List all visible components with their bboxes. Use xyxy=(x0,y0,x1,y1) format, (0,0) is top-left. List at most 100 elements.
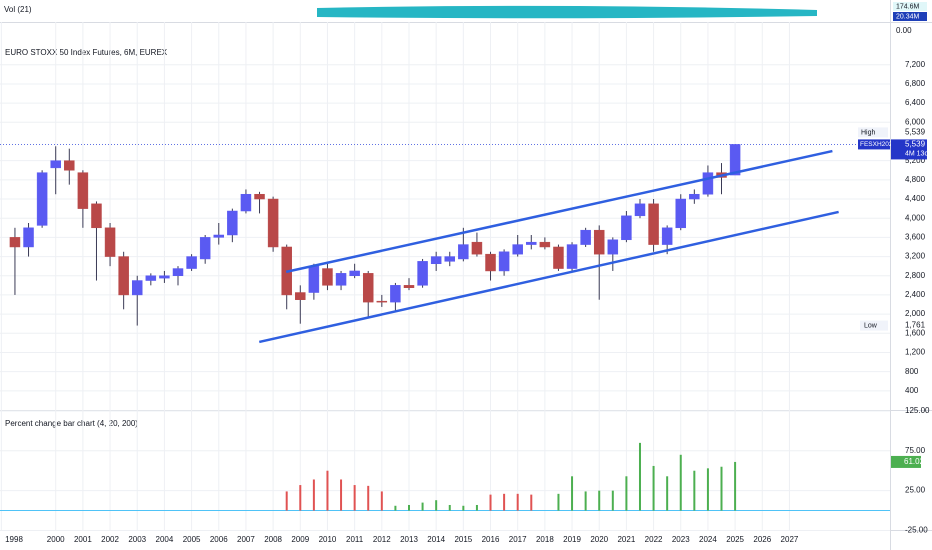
candle-body xyxy=(444,256,456,262)
symbol-label: FESXH2025 xyxy=(860,141,897,148)
candle-body xyxy=(675,198,686,229)
chart-title: EURO STOXX 50 Index Futures, 6M, EUREX xyxy=(5,48,168,57)
candle-body xyxy=(539,241,551,248)
candle-body xyxy=(430,256,442,265)
volume-ma-area xyxy=(317,5,817,19)
candle-body xyxy=(118,256,129,296)
y-tick-label: 2,000 xyxy=(905,309,926,318)
candle-body xyxy=(104,227,116,257)
y-tick-label: 6,000 xyxy=(905,117,926,126)
y-tick-label: 400 xyxy=(905,386,919,395)
y-tick-label: 2,400 xyxy=(905,290,926,299)
candle-body xyxy=(403,285,415,288)
price-box xyxy=(891,139,927,160)
x-tick-label: 2001 xyxy=(74,535,92,544)
candle-body xyxy=(308,265,320,293)
candle-body xyxy=(553,246,564,269)
x-tick-label: 1998 xyxy=(5,535,23,544)
y-tick-label: 7,200 xyxy=(905,60,926,69)
y-tick-label: 125.00 xyxy=(905,406,930,415)
x-tick-label: 2014 xyxy=(427,535,445,544)
candle-body xyxy=(349,270,360,276)
candle-body xyxy=(648,203,659,245)
candle-body xyxy=(77,172,89,209)
x-tick-label: 2002 xyxy=(101,535,119,544)
candle-body xyxy=(267,198,279,248)
x-tick-label: 2026 xyxy=(753,535,771,544)
x-tick-label: 2025 xyxy=(726,535,744,544)
candle-body xyxy=(390,285,401,303)
x-tick-label: 2005 xyxy=(183,535,201,544)
candle-body xyxy=(295,292,306,300)
candle-body xyxy=(512,244,523,255)
candle-body xyxy=(145,275,157,281)
x-tick-label: 2006 xyxy=(210,535,228,544)
volume-label-box xyxy=(893,2,927,11)
last-value: 61.02 xyxy=(904,457,925,466)
candle-body xyxy=(498,251,510,272)
candle-body xyxy=(50,160,61,169)
y-tick-label: -25.00 xyxy=(905,526,928,535)
y-tick-label: 4,800 xyxy=(905,175,926,184)
y-tick-label: 25.00 xyxy=(905,486,926,495)
candle-body xyxy=(227,210,238,236)
x-tick-label: 2000 xyxy=(47,535,65,544)
x-tick-label: 2022 xyxy=(645,535,663,544)
volume-tick-label: 0.00 xyxy=(896,26,912,35)
y-tick-label: 75.00 xyxy=(905,446,926,455)
price-value: 5,539 xyxy=(905,140,926,149)
x-tick-label: 2017 xyxy=(509,535,527,544)
x-tick-label: 2019 xyxy=(563,535,581,544)
candle-body xyxy=(593,229,605,255)
x-tick-label: 2003 xyxy=(128,535,146,544)
candle-body xyxy=(36,172,48,226)
candle-body xyxy=(689,193,700,200)
volume-title: Vol (21) xyxy=(4,5,32,14)
trendline xyxy=(285,149,833,274)
candle-body xyxy=(417,261,428,286)
candle-body xyxy=(186,256,197,269)
high-value: 5,539 xyxy=(905,128,926,137)
candle-body xyxy=(213,234,225,238)
x-tick-label: 2010 xyxy=(319,535,337,544)
candle-body xyxy=(240,193,252,212)
candle-body xyxy=(322,268,333,286)
low-label: Low xyxy=(864,322,878,329)
candle-body xyxy=(172,268,184,276)
volume-label: 20.34M xyxy=(896,13,920,20)
candle-body xyxy=(526,241,537,245)
x-tick-label: 2004 xyxy=(156,535,174,544)
x-tick-label: 2024 xyxy=(699,535,717,544)
candle-body xyxy=(64,160,75,171)
candle-body xyxy=(634,203,646,217)
y-tick-label: 4,000 xyxy=(905,213,926,222)
x-tick-label: 2018 xyxy=(536,535,554,544)
countdown: 4M 13d xyxy=(905,150,928,157)
y-tick-label: 1,600 xyxy=(905,328,926,337)
high-label: High xyxy=(861,129,876,136)
candle-body xyxy=(131,280,143,296)
candle-body xyxy=(702,172,714,195)
x-tick-label: 2013 xyxy=(400,535,418,544)
candle-body xyxy=(23,227,34,248)
volume-label: 174.6M xyxy=(896,3,920,10)
y-tick-label: 1,200 xyxy=(905,348,926,357)
volume-label-box xyxy=(893,12,927,21)
x-tick-label: 2016 xyxy=(482,535,500,544)
candle-body xyxy=(471,241,483,255)
candle-body xyxy=(661,227,673,245)
x-tick-label: 2027 xyxy=(781,535,799,544)
trendline xyxy=(258,210,839,344)
last-value-box xyxy=(891,455,921,468)
candle-body xyxy=(566,244,578,269)
candle-body xyxy=(91,203,102,229)
x-tick-label: 2012 xyxy=(373,535,391,544)
x-tick-label: 2015 xyxy=(454,535,472,544)
candle-body xyxy=(580,229,591,245)
candle-body xyxy=(199,237,211,260)
candle-body xyxy=(458,244,469,260)
candle-body xyxy=(254,193,265,200)
y-tick-label: 6,400 xyxy=(905,98,926,107)
candle-body xyxy=(159,275,170,279)
candle-body xyxy=(729,144,741,176)
